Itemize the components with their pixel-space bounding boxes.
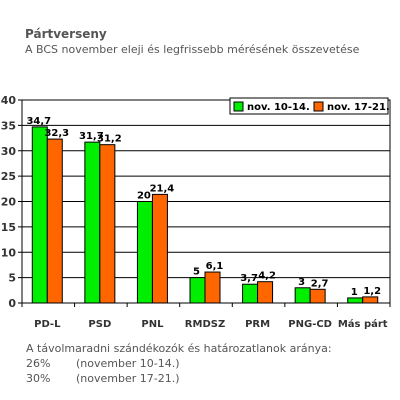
data-label: 1,2 (363, 286, 381, 297)
y-tick-label: 35 (1, 119, 16, 132)
legend-box (229, 97, 389, 115)
bar (362, 296, 379, 304)
bar (151, 193, 168, 304)
notes-row-period: (november 17-21.) (76, 372, 180, 385)
bar (257, 281, 274, 304)
bar (189, 277, 206, 304)
bar-chart: 051015202530354034,732,3PD-L31,731,2PSD2… (1, 94, 391, 330)
bar (31, 126, 48, 304)
notes-row: 26% (november 10-14.) (26, 356, 332, 371)
y-tick-label: 10 (1, 246, 17, 259)
y-tick-label: 15 (1, 221, 16, 234)
notes-heading: A távolmaradni szándékozók és határozatl… (26, 342, 332, 355)
y-tick-label: 40 (1, 94, 17, 107)
category-label: PRM (245, 319, 270, 330)
bar (46, 138, 63, 304)
notes-row-period: (november 10-14.) (76, 357, 180, 370)
legend-swatch (233, 101, 244, 112)
data-label: 32,3 (44, 128, 69, 139)
chart-title: Pártverseny (25, 27, 107, 41)
data-label: 20 (137, 191, 151, 202)
category-label: PNG-CD (288, 319, 332, 330)
data-label: 31,2 (97, 134, 122, 145)
bar (347, 297, 364, 304)
data-label: 31,7 (79, 131, 104, 142)
y-tick-label: 0 (8, 297, 16, 310)
bar (309, 288, 326, 304)
bar (136, 201, 153, 304)
notes-row-percent: 30% (26, 372, 51, 385)
category-label: Más párt (338, 318, 388, 330)
data-label: 34,7 (26, 116, 51, 127)
data-label: 1 (351, 287, 358, 298)
category-label: PD-L (34, 319, 61, 330)
data-label: 3,7 (240, 273, 258, 284)
category-label: PNL (141, 319, 164, 330)
data-label: 4,2 (258, 271, 276, 282)
bar (294, 287, 311, 304)
notes-row: 30% (november 17-21.) (26, 371, 332, 386)
bar (204, 271, 221, 304)
category-label: RMDSZ (185, 319, 225, 330)
bar (84, 141, 101, 304)
data-label: 21,4 (150, 183, 175, 194)
legend-label: nov. 10-14. (247, 102, 310, 113)
data-label: 6,1 (206, 261, 224, 272)
data-label: 3 (298, 277, 305, 288)
y-tick-label: 25 (1, 170, 16, 183)
y-tick-label: 5 (8, 272, 16, 285)
category-label: PSD (88, 319, 111, 330)
legend-label: nov. 17-21. (327, 102, 390, 113)
y-tick-label: 20 (1, 196, 17, 209)
bar (242, 283, 259, 304)
data-label: 2,7 (311, 278, 329, 289)
notes-block: A távolmaradni szándékozók és határozatl… (26, 341, 332, 386)
data-label: 5 (193, 267, 200, 278)
legend-swatch (313, 101, 324, 112)
chart-subtitle: A BCS november eleji és legfrissebb méré… (25, 43, 360, 56)
notes-row-percent: 26% (26, 357, 51, 370)
y-tick-label: 30 (1, 145, 17, 158)
bar (99, 144, 116, 304)
